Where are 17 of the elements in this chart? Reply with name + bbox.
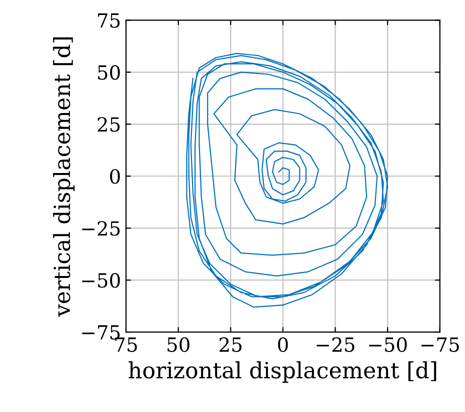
- y-tick-label: 75: [98, 13, 120, 28]
- x-tick-label: −25: [316, 337, 354, 352]
- x-axis-title: horizontal displacement [d]: [128, 361, 436, 383]
- y-tick-label: 50: [98, 65, 120, 80]
- x-tick-label: 50: [168, 337, 190, 352]
- x-tick-label: 0: [278, 337, 288, 352]
- y-tick-label: −25: [82, 221, 120, 236]
- x-tick-label: −75: [421, 338, 459, 352]
- x-tick-label: −50: [369, 337, 407, 352]
- x-tick-label: 25: [220, 337, 242, 352]
- y-tick-label: 25: [98, 117, 120, 132]
- y-axis-title: vertical displacement [d]: [53, 37, 75, 317]
- x-tick-label: 75: [115, 338, 137, 352]
- y-tick-label: 0: [110, 169, 120, 184]
- y-tick-label: −50: [82, 273, 120, 288]
- y-tick-label: −75: [82, 325, 120, 340]
- line-series: [186, 52, 388, 308]
